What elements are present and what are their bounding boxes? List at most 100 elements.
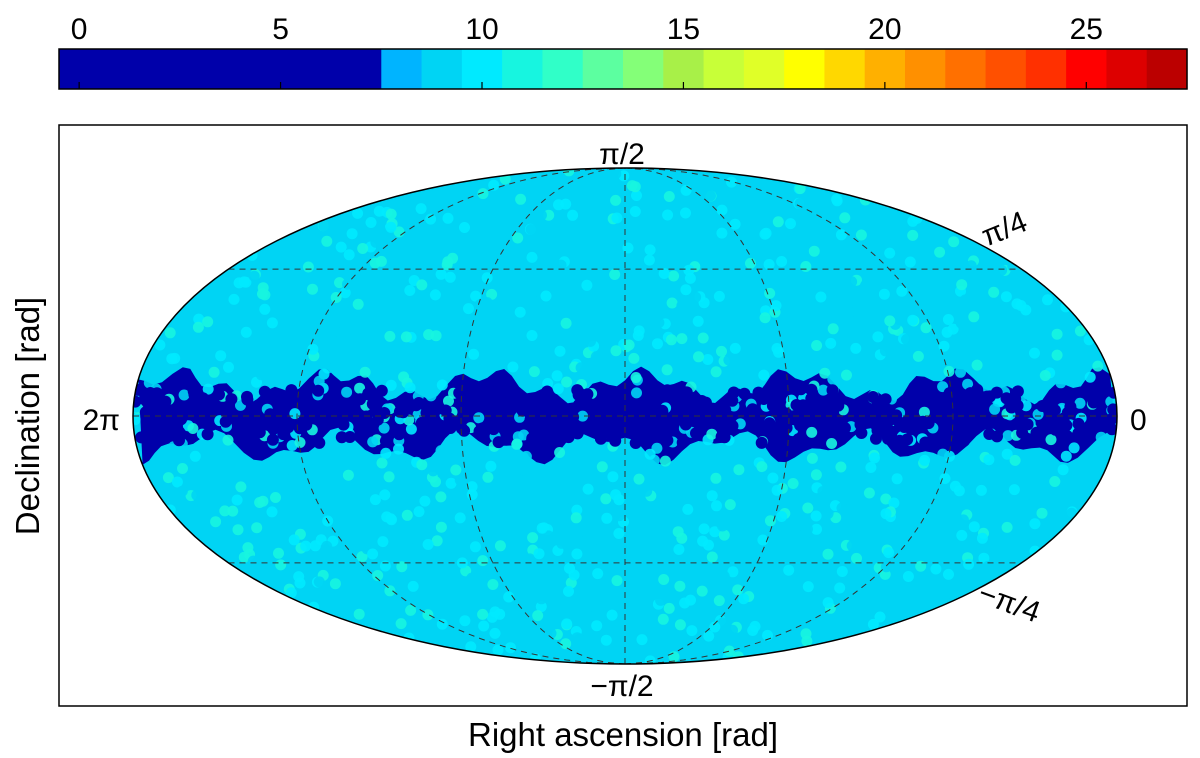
- scatter-point: [376, 525, 387, 536]
- scatter-point: [943, 568, 954, 580]
- ra-label-zero: 0: [1130, 404, 1147, 437]
- scatter-point: [592, 568, 604, 580]
- x-axis-label: Right ascension [rad]: [468, 716, 778, 753]
- scatter-point: [610, 408, 622, 420]
- scatter-point: [849, 407, 862, 420]
- scatter-point: [718, 529, 730, 541]
- scatter-point: [1074, 397, 1086, 409]
- scatter-point: [747, 625, 759, 636]
- scatter-point: [1000, 392, 1013, 405]
- scatter-point: [1036, 507, 1048, 519]
- scatter-point: [605, 389, 618, 401]
- scatter-point: [610, 422, 622, 435]
- scatter-point: [795, 562, 807, 574]
- scatter-point: [942, 314, 954, 325]
- scatter-point: [747, 521, 759, 533]
- colorbar-cell: [945, 49, 987, 89]
- scatter-point: [682, 503, 694, 515]
- scatter-point: [575, 362, 587, 374]
- scatter-point: [437, 636, 449, 647]
- scatter-point: [329, 325, 341, 337]
- scatter-point: [882, 414, 895, 427]
- scatter-point: [210, 516, 222, 528]
- scatter-point: [223, 361, 234, 373]
- scatter-point: [386, 615, 398, 627]
- scatter-point: [810, 469, 822, 481]
- scatter-point: [763, 259, 775, 270]
- scatter-point: [860, 279, 872, 291]
- scatter-point: [346, 228, 358, 240]
- colorbar-cell: [1146, 49, 1188, 89]
- scatter-point: [684, 272, 696, 284]
- colorbar-cell: [623, 49, 664, 89]
- scatter-point: [435, 445, 447, 457]
- scatter-point: [366, 398, 379, 410]
- scatter-point: [410, 399, 423, 412]
- scatter-point: [359, 420, 372, 433]
- scatter-point: [558, 495, 569, 507]
- scatter-point: [289, 408, 301, 420]
- scatter-point: [955, 366, 966, 378]
- scatter-point: [312, 269, 324, 281]
- scatter-point: [535, 325, 547, 337]
- scatter-point: [637, 417, 650, 430]
- scatter-point: [586, 418, 599, 431]
- scatter-point: [667, 563, 679, 575]
- scatter-point: [282, 421, 295, 434]
- scatter-point: [900, 301, 912, 313]
- scatter-point: [386, 514, 397, 526]
- scatter-point: [393, 428, 406, 441]
- scatter-point: [787, 478, 799, 489]
- scatter-point: [709, 621, 721, 633]
- scatter-point: [532, 610, 544, 622]
- scatter-point: [331, 407, 344, 420]
- scatter-point: [516, 404, 529, 417]
- scatter-point: [310, 295, 322, 306]
- scatter-point: [301, 483, 313, 495]
- scatter-point: [1039, 370, 1051, 381]
- scatter-point: [718, 570, 730, 582]
- scatter-point: [294, 437, 306, 448]
- scatter-point: [517, 451, 529, 463]
- scatter-point: [1086, 349, 1098, 361]
- scatter-point: [375, 307, 387, 318]
- colorbar-cell: [582, 49, 624, 89]
- scatter-point: [415, 203, 427, 215]
- scatter-point: [794, 198, 806, 209]
- scatter-point: [633, 325, 645, 337]
- scatter-point: [693, 237, 705, 249]
- scatter-point: [409, 232, 421, 244]
- scatter-point: [956, 529, 968, 541]
- dec-label-plus-quarter: π/4: [977, 205, 1032, 253]
- scatter-point: [716, 204, 728, 216]
- colorbar: 0 5 10 15 20 25: [58, 13, 1188, 90]
- scatter-point: [441, 259, 453, 271]
- scatter-point: [251, 533, 263, 545]
- scatter-point: [792, 433, 805, 445]
- scatter-point: [970, 579, 982, 591]
- scatter-point: [1042, 294, 1053, 306]
- scatter-point: [878, 288, 890, 300]
- scatter-point: [631, 190, 642, 201]
- scatter-point: [990, 386, 1003, 399]
- scatter-point: [930, 434, 942, 447]
- scatter-point: [563, 585, 574, 597]
- scatter-point: [574, 633, 586, 645]
- scatter-point: [976, 532, 988, 544]
- scatter-point: [880, 561, 892, 573]
- scatter-point: [156, 399, 169, 412]
- scatter-point: [371, 413, 384, 426]
- scatter-point: [1092, 360, 1104, 372]
- scatter-point: [353, 608, 365, 620]
- scatter-point: [501, 423, 514, 435]
- scatter-point: [611, 575, 623, 587]
- scatter-point: [321, 235, 333, 247]
- scatter-point: [661, 364, 673, 376]
- scatter-point: [540, 290, 552, 302]
- scatter-point: [785, 218, 796, 230]
- scatter-point: [481, 395, 494, 408]
- scatter-point: [958, 455, 970, 467]
- scatter-point: [142, 418, 155, 431]
- scatter-point: [233, 277, 245, 289]
- scatter-point: [610, 489, 622, 501]
